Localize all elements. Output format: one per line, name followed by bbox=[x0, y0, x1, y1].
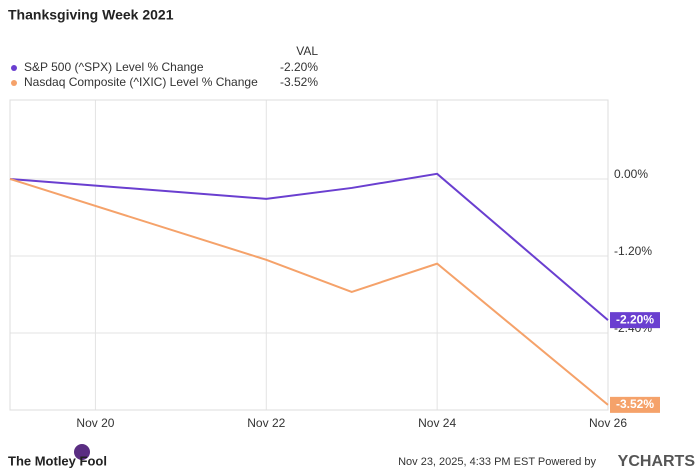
footer: The Motley Fool Nov 23, 2025, 4:33 PM ES… bbox=[8, 444, 695, 470]
y-tick-label: -1.20% bbox=[614, 244, 652, 258]
legend-value: -2.20% bbox=[280, 60, 318, 74]
x-tick-label: Nov 26 bbox=[589, 416, 627, 430]
legend-label: Nasdaq Composite (^IXIC) Level % Change bbox=[24, 75, 258, 89]
end-label-box bbox=[610, 312, 660, 329]
series-line bbox=[9, 177, 609, 406]
legend-value: -3.52% bbox=[280, 75, 318, 89]
y-tick-label: 0.00% bbox=[614, 167, 648, 181]
legend-header: VAL bbox=[296, 44, 318, 58]
x-tick-label: Nov 20 bbox=[76, 416, 114, 430]
footer-logo: YCHARTS bbox=[618, 453, 696, 470]
footer-note: Nov 23, 2025, 4:33 PM EST Powered by bbox=[398, 456, 596, 468]
x-tick-label: Nov 24 bbox=[418, 416, 456, 430]
end-label-box bbox=[610, 396, 660, 413]
grid bbox=[10, 100, 609, 410]
legend-marker bbox=[11, 65, 17, 71]
end-label: -3.52% bbox=[616, 397, 654, 411]
plot-frame bbox=[9, 99, 609, 411]
logo-icon bbox=[74, 444, 90, 460]
series-line bbox=[9, 172, 609, 321]
legend-marker bbox=[11, 80, 17, 86]
x-tick-label: Nov 22 bbox=[247, 416, 285, 430]
end-label: -2.20% bbox=[616, 312, 654, 326]
footer-brand: The Motley Fool bbox=[8, 453, 107, 468]
legend-label: S&P 500 (^SPX) Level % Change bbox=[24, 60, 204, 74]
chart-title: Thanksgiving Week 2021 bbox=[8, 7, 174, 23]
